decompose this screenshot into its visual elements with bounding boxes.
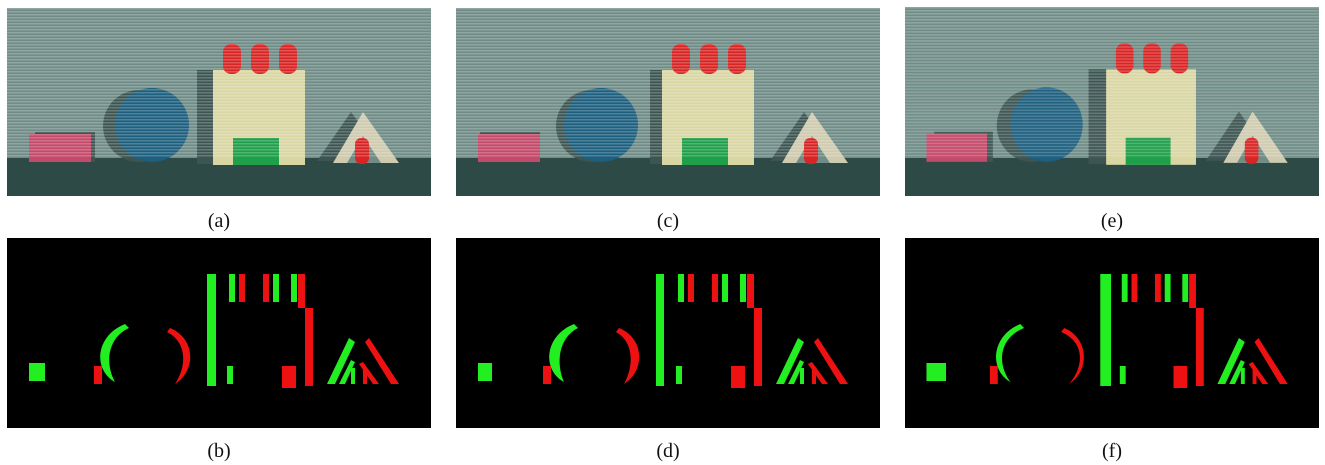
mask-segment bbox=[747, 274, 754, 308]
mask-segment bbox=[926, 363, 946, 381]
mask-background bbox=[7, 238, 431, 428]
mask-segment bbox=[1189, 274, 1196, 308]
mask-panel-f bbox=[905, 238, 1319, 428]
mask-segment bbox=[94, 366, 102, 384]
mask-segment bbox=[812, 368, 816, 384]
mask-segment bbox=[305, 308, 313, 386]
scene-photo bbox=[905, 7, 1319, 196]
mask-segment bbox=[678, 274, 684, 302]
mask-segment bbox=[351, 368, 355, 384]
mask-segment bbox=[543, 366, 551, 384]
photo-panel-a bbox=[7, 8, 431, 196]
photo-panel-c bbox=[456, 8, 880, 196]
mask-segment bbox=[1120, 366, 1126, 384]
mask-segment bbox=[740, 274, 746, 302]
mask-segment bbox=[688, 274, 694, 302]
caption-e: (e) bbox=[1072, 210, 1152, 232]
mask-segment bbox=[1174, 366, 1188, 388]
mask-segment bbox=[1155, 274, 1161, 302]
mask-segment bbox=[1132, 274, 1138, 302]
mask-segment bbox=[1196, 308, 1204, 386]
mask-segment bbox=[291, 274, 297, 302]
mask-segment bbox=[282, 366, 296, 388]
mask-segment bbox=[676, 366, 682, 384]
mask-segment bbox=[1100, 274, 1111, 386]
mask-background bbox=[905, 238, 1319, 428]
mask-segment bbox=[656, 274, 664, 386]
mask-segment bbox=[800, 368, 804, 384]
fringe-pattern bbox=[905, 7, 1319, 158]
caption-b: (b) bbox=[179, 440, 259, 462]
mask-segment bbox=[1241, 368, 1245, 384]
caption-d: (d) bbox=[628, 440, 708, 462]
mask-segment bbox=[363, 368, 367, 384]
mask-segment bbox=[754, 308, 762, 386]
caption-a: (a) bbox=[179, 210, 259, 232]
caption-c: (c) bbox=[628, 210, 708, 232]
fringe-pattern bbox=[456, 8, 880, 158]
fringe-pattern bbox=[7, 8, 431, 158]
scene-photo bbox=[456, 8, 880, 196]
mask-segment bbox=[1122, 274, 1128, 302]
mask-segment bbox=[478, 363, 492, 381]
mask-segment bbox=[990, 366, 998, 384]
mask-segment bbox=[712, 274, 718, 302]
mask-image bbox=[905, 238, 1319, 428]
mask-segment bbox=[227, 366, 233, 384]
mask-segment bbox=[239, 274, 245, 302]
mask-segment bbox=[298, 274, 305, 308]
mask-segment bbox=[263, 274, 269, 302]
mask-segment bbox=[207, 274, 216, 386]
mask-segment bbox=[229, 274, 235, 302]
mask-segment bbox=[1182, 274, 1188, 302]
mask-segment bbox=[273, 274, 279, 302]
mask-segment bbox=[731, 366, 745, 388]
scene-photo bbox=[7, 8, 431, 196]
mask-background bbox=[456, 238, 880, 428]
mask-panel-d bbox=[456, 238, 880, 428]
mask-image bbox=[456, 238, 880, 428]
photo-panel-e bbox=[905, 7, 1319, 196]
mask-segment bbox=[29, 363, 45, 381]
caption-f: (f) bbox=[1072, 440, 1152, 462]
mask-image bbox=[7, 238, 431, 428]
mask-panel-b bbox=[7, 238, 431, 428]
mask-segment bbox=[722, 274, 728, 302]
mask-segment bbox=[1253, 368, 1257, 384]
mask-segment bbox=[1165, 274, 1171, 302]
